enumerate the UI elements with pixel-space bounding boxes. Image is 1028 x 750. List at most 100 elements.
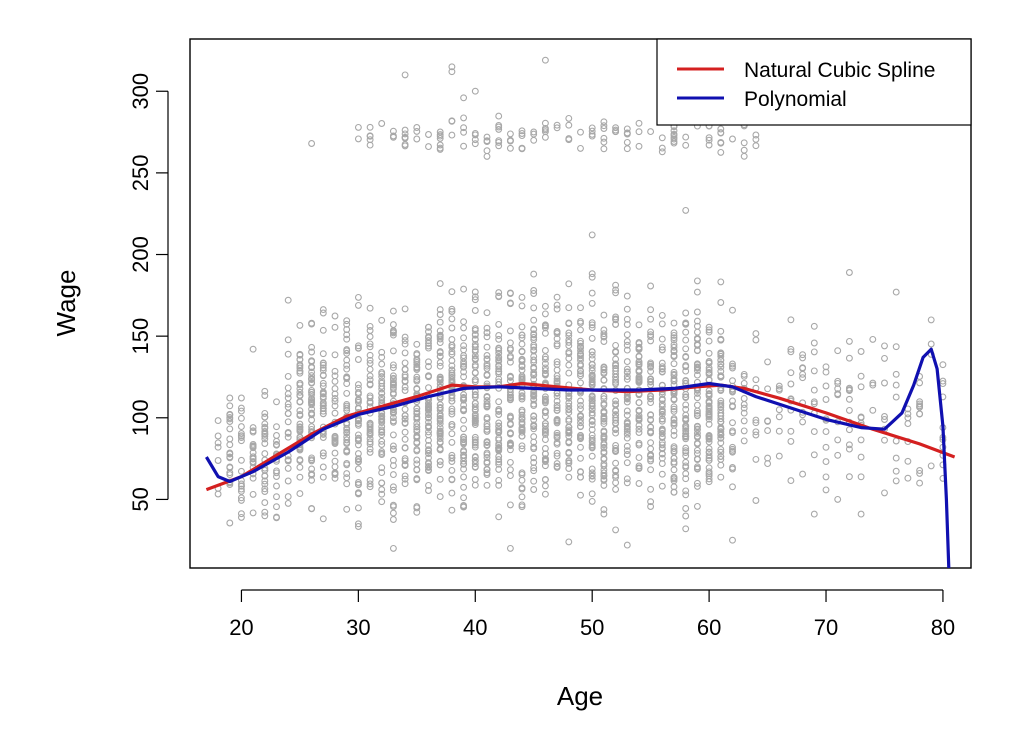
data-point	[389, 471, 397, 479]
data-point	[845, 445, 853, 453]
series-line-polynomial	[205, 347, 951, 568]
data-point	[600, 138, 608, 146]
data-point	[565, 354, 573, 362]
data-point	[717, 452, 725, 460]
data-point	[319, 430, 327, 438]
data-point	[787, 427, 795, 435]
data-point	[799, 351, 807, 359]
data-point	[413, 127, 421, 135]
data-point	[588, 367, 596, 375]
data-point	[436, 475, 444, 483]
data-point	[658, 144, 666, 152]
data-point	[682, 336, 690, 344]
data-point	[705, 438, 713, 446]
data-point	[530, 136, 538, 144]
data-point	[623, 375, 631, 383]
data-point	[471, 481, 479, 489]
data-point	[682, 512, 690, 520]
data-point	[881, 413, 888, 420]
data-point	[483, 362, 491, 370]
data-point	[284, 410, 292, 418]
data-point	[378, 120, 386, 127]
data-point	[506, 372, 514, 380]
data-point	[401, 365, 409, 373]
data-point	[635, 429, 643, 436]
data-point	[425, 403, 432, 411]
data-point	[448, 288, 456, 296]
data-point	[518, 334, 526, 342]
data-point	[717, 129, 725, 137]
data-point	[518, 469, 526, 477]
data-point	[413, 460, 421, 468]
data-point	[612, 364, 620, 372]
data-point	[600, 472, 608, 480]
data-point	[577, 337, 584, 345]
data-point	[308, 348, 316, 356]
data-point	[740, 146, 748, 154]
data-point	[378, 498, 386, 506]
data-point	[577, 491, 584, 499]
data-point	[354, 417, 362, 425]
data-point	[483, 427, 491, 435]
data-point	[553, 392, 561, 400]
data-point	[729, 360, 736, 368]
data-point	[436, 446, 444, 454]
data-point	[261, 440, 269, 447]
data-point	[612, 444, 620, 452]
data-point	[389, 544, 397, 552]
data-point	[670, 127, 678, 135]
data-point	[717, 327, 725, 335]
data-point	[740, 395, 748, 402]
data-point	[904, 474, 912, 482]
data-point	[249, 428, 257, 436]
data-point	[857, 414, 865, 422]
data-point	[413, 357, 421, 365]
data-point	[530, 334, 538, 341]
data-point	[577, 435, 584, 443]
data-point	[296, 381, 304, 389]
data-point	[693, 422, 701, 430]
data-point	[892, 393, 900, 401]
data-point	[635, 368, 643, 376]
data-point	[366, 304, 374, 312]
data-point	[577, 319, 584, 327]
data-point	[425, 411, 432, 419]
data-point	[284, 336, 292, 344]
data-point	[530, 454, 538, 462]
data-point	[506, 388, 514, 396]
data-point	[682, 377, 690, 385]
data-point	[401, 415, 409, 423]
data-point	[483, 329, 491, 337]
data-point	[623, 331, 631, 339]
data-point	[857, 453, 865, 461]
x-tick-label: 30	[346, 615, 370, 640]
data-point	[623, 369, 631, 376]
data-point	[740, 437, 748, 445]
data-point	[541, 399, 549, 407]
data-point	[226, 463, 234, 471]
data-point	[612, 442, 620, 449]
data-point	[506, 136, 514, 144]
data-point	[366, 376, 374, 384]
data-point	[693, 401, 701, 409]
data-point	[518, 415, 526, 423]
data-point	[308, 379, 316, 386]
data-point	[600, 506, 608, 514]
data-point	[354, 381, 362, 389]
data-point	[319, 515, 327, 523]
data-point	[530, 421, 538, 429]
data-point	[389, 390, 397, 398]
data-point	[343, 447, 351, 455]
data-point	[565, 409, 573, 417]
data-point	[413, 340, 421, 348]
data-point	[670, 405, 678, 413]
data-point	[752, 336, 760, 344]
data-point	[237, 485, 245, 493]
data-point	[530, 343, 538, 351]
x-axis: 20 30 40 50 60 70 80	[229, 589, 955, 640]
data-point	[448, 371, 456, 379]
data-point	[495, 112, 503, 120]
data-point	[448, 369, 456, 377]
data-point	[740, 379, 748, 387]
data-point	[647, 423, 655, 431]
